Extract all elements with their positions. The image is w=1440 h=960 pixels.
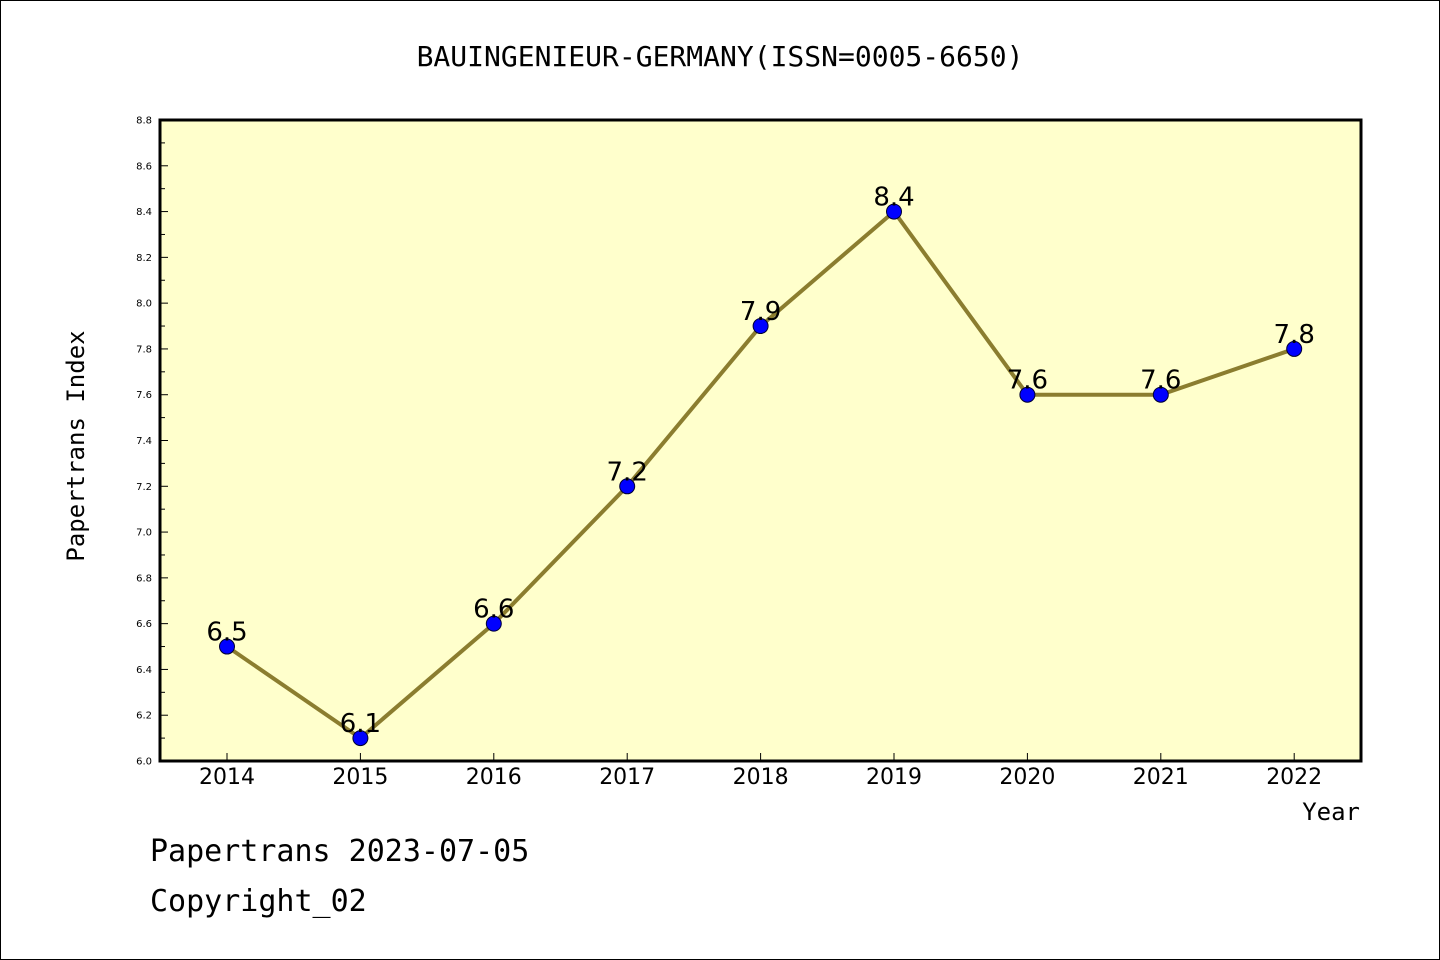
data-label: 7.9 [740,297,781,327]
y-tick-label: 7.8 [136,344,152,355]
y-axis-title: Papertrans Index [62,330,90,561]
x-tick-label: 2022 [1266,765,1322,790]
data-point [1152,386,1169,403]
plot-area [158,118,1363,763]
data-point [752,318,769,335]
y-tick-label: 8.8 [136,116,152,127]
data-label: 6.6 [473,595,514,625]
footer-date: Papertrans 2023-07-05 [150,834,530,869]
footer-copyright: Copyright_02 [150,884,367,919]
y-tick-label: 6.8 [136,573,152,584]
data-point [219,638,235,655]
y-tick-label: 8.6 [136,161,152,172]
y-tick-label: 8.2 [136,253,152,264]
y-tick-label: 8.0 [136,299,152,310]
data-point [886,203,902,220]
data-label: 7.2 [607,457,648,487]
data-label: 7.6 [1007,366,1048,396]
x-tick-label: 2020 [999,765,1055,790]
y-tick-label: 7.0 [136,528,152,539]
y-tick-label: 8.4 [136,207,152,218]
y-tick-label: 6.2 [136,711,152,722]
y-tick-label: 7.2 [136,482,152,493]
data-point [1019,386,1036,403]
x-tick-label: 2016 [466,765,522,790]
x-axis-title: Year [1302,798,1360,826]
y-axis: 6.0 6.2 6.4 6.6 6.8 7.0 7.2 7.4 7.6 7.8 8.0 8.2 8.4 8… [136,116,168,768]
y-tick-label: 6.4 [136,665,152,676]
data-labels: 6.5 6.1 6.6 7.2 7.9 8.4 7.6 7.6 7.8 [206,183,1315,740]
y-tick-label: 6.0 [136,757,152,768]
y-tick-label: 6.6 [136,619,152,630]
series-markers [219,203,1303,747]
x-axis: 2014 2015 2016 2017 2018 2019 2020 2021 2022 [199,753,1322,790]
y-tick-label: 7.4 [136,436,152,447]
data-label: 6.5 [206,618,247,648]
data-point [1286,340,1303,357]
x-tick-label: 2017 [599,765,655,790]
data-label: 7.6 [1140,366,1181,396]
data-label: 6.1 [340,709,381,739]
data-point [485,615,502,632]
x-tick-label: 2014 [199,765,255,790]
data-point [619,478,636,495]
data-point [352,730,369,747]
chart-title: BAUINGENIEUR-GERMANY(ISSN=0005-6650) [417,40,1024,73]
x-tick-label: 2021 [1133,765,1189,790]
x-tick-label: 2019 [866,765,922,790]
data-label: 7.8 [1274,320,1315,350]
y-tick-label: 7.6 [136,390,152,401]
x-tick-label: 2018 [733,765,789,790]
x-tick-label: 2015 [332,765,388,790]
data-label: 8.4 [873,183,914,213]
